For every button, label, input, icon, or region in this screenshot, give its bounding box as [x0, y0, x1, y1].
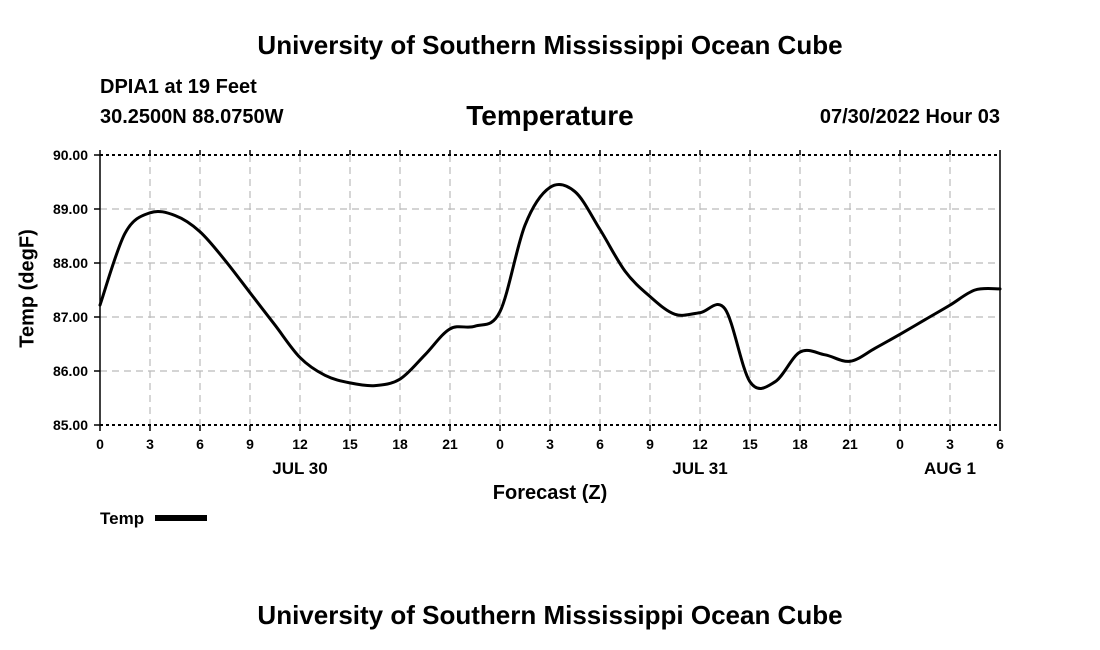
x-tick-label: 3	[146, 436, 154, 452]
page-title: University of Southern Mississippi Ocean…	[257, 30, 843, 60]
axes	[94, 150, 1001, 431]
x-tick-label: 6	[596, 436, 604, 452]
y-tick-label: 86.00	[53, 363, 88, 379]
x-tick-label: 18	[392, 436, 408, 452]
y-tick-label: 85.00	[53, 417, 88, 433]
y-tick-label: 89.00	[53, 201, 88, 217]
date-label: JUL 30	[272, 459, 327, 478]
station-coordinates: 30.2500N 88.0750W	[100, 106, 284, 128]
legend-line-swatch	[154, 514, 207, 521]
x-tick-label: 15	[742, 436, 758, 452]
y-tick-label: 87.00	[53, 309, 88, 325]
plot-title: Temperature	[466, 100, 634, 131]
legend: Temp	[100, 509, 207, 529]
x-tick-label: 12	[692, 436, 708, 452]
series-line-temp	[98, 182, 1002, 390]
x-tick-label: 9	[646, 436, 654, 452]
x-tick-label: 12	[292, 436, 308, 452]
tick-labels: 85.00 86.00 87.00 88.00 89.00 90.00 0 3 6 9 12 15 18…	[53, 147, 1004, 478]
x-tick-label: 0	[96, 436, 104, 452]
legend-label: Temp	[100, 509, 145, 528]
station-name: DPIA1 at 19 Feet	[100, 76, 257, 98]
series	[98, 182, 1002, 390]
y-tick-label: 90.00	[53, 147, 88, 163]
x-tick-label: 21	[442, 436, 458, 452]
x-tick-label: 6	[196, 436, 204, 452]
date-label: AUG 1	[924, 459, 976, 478]
run-time: 07/30/2022 Hour 03	[819, 106, 1000, 128]
x-tick-label: 18	[792, 436, 808, 452]
x-tick-label: 3	[946, 436, 954, 452]
x-tick-label: 0	[496, 436, 504, 452]
x-axis-label: Forecast (Z)	[492, 482, 608, 504]
grid	[100, 155, 1000, 425]
x-tick-label: 21	[842, 436, 858, 452]
x-tick-label: 3	[546, 436, 554, 452]
x-tick-label: 9	[246, 436, 254, 452]
footer-title: University of Southern Mississippi Ocean…	[257, 600, 843, 630]
y-tick-label: 88.00	[53, 255, 88, 271]
date-label: JUL 31	[672, 459, 727, 478]
x-tick-label: 15	[342, 436, 358, 452]
x-tick-label: 6	[996, 436, 1004, 452]
x-tick-label: 0	[896, 436, 904, 452]
